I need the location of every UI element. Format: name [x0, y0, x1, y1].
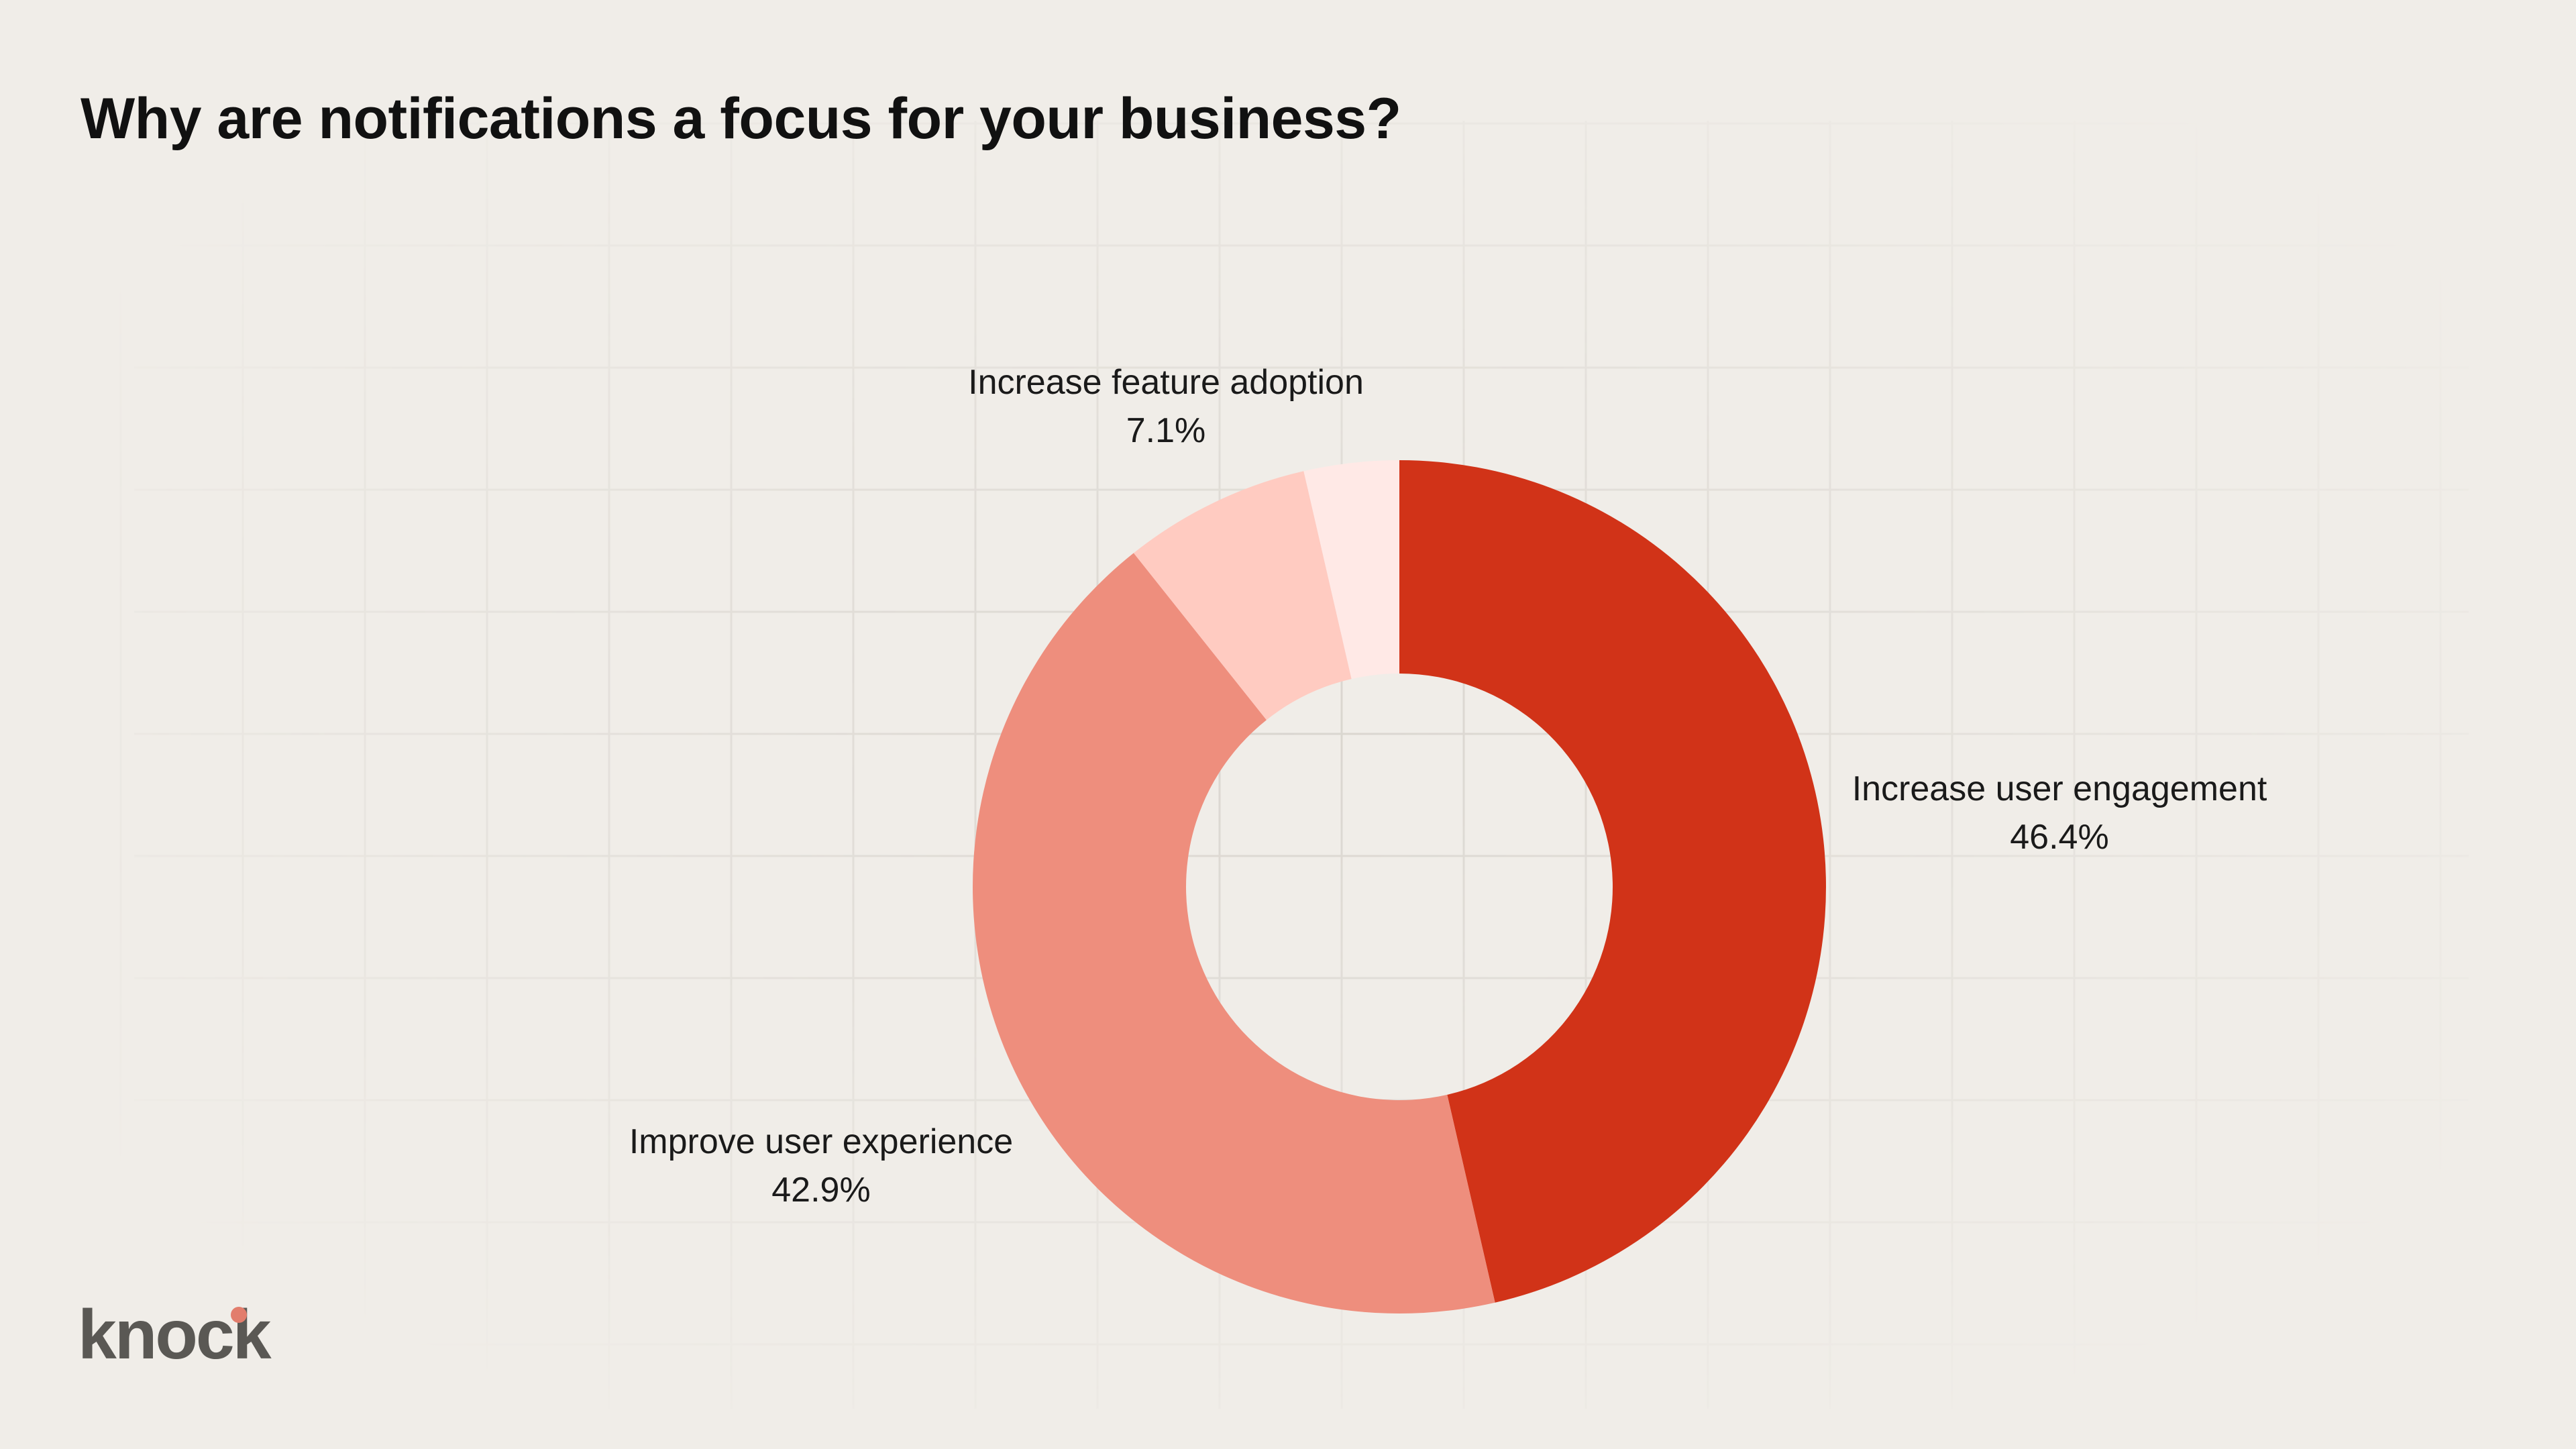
slice-label-name: Increase user engagement	[1851, 769, 2267, 808]
label-increase-user-engagement: Increase user engagement 46.4%	[1852, 765, 2267, 861]
slice-label-name: Increase feature adoption	[968, 363, 1364, 402]
label-improve-user-experience: Improve user experience 42.9%	[629, 1118, 1013, 1214]
slice-label-value: 7.1%	[1126, 411, 1206, 450]
knock-logo: knock	[78, 1295, 272, 1375]
slice-label-name: Improve user experience	[629, 1122, 1014, 1161]
slice-increase-feature-adoption	[1133, 471, 1352, 720]
slice-improve-user-experience	[973, 553, 1495, 1313]
chart-title: Why are notifications a focus for your b…	[80, 87, 1401, 151]
slice-label-value: 42.9%	[771, 1171, 871, 1210]
slice-other	[1303, 460, 1399, 680]
slice-increase-user-engagement	[1399, 460, 1826, 1303]
logo-dot-icon	[231, 1307, 247, 1323]
slice-label-value: 46.4%	[2010, 818, 2109, 857]
label-increase-feature-adoption: Increase feature adoption 7.1%	[968, 358, 1364, 455]
